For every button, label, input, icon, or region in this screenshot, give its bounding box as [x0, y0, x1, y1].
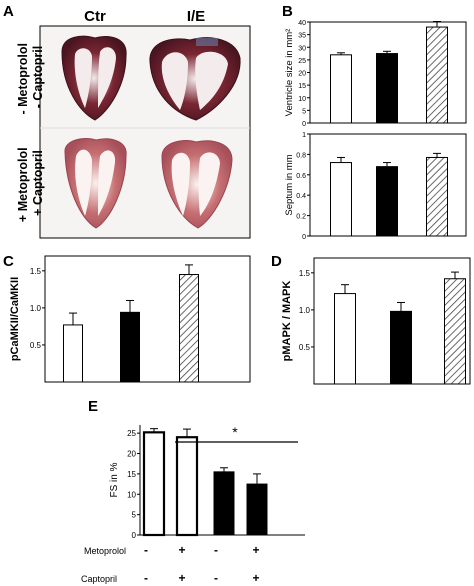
panel-letter-b: B	[282, 3, 293, 20]
heart-ie-treated	[161, 140, 233, 229]
plot-frame	[44, 255, 251, 383]
row-label-captopril: Captopril	[81, 574, 117, 584]
y-tick-label: 0.4	[296, 193, 306, 200]
bar	[376, 53, 398, 124]
y-tick-label: 25	[298, 58, 306, 65]
y-axis-label: Ventricle size in mm²	[284, 29, 295, 117]
captopril-sign: +	[252, 571, 259, 585]
panel-letter-c: C	[3, 253, 14, 270]
row-label-metoprolol: Metoprolol	[84, 546, 126, 556]
captopril-sign: +	[178, 571, 185, 585]
y-tick-label: 20	[298, 71, 306, 78]
heart-ctr-untreated	[61, 35, 127, 121]
metoprolol-sign: -	[144, 543, 148, 557]
col-label-ie: I/E	[187, 8, 205, 25]
y-tick-label: 0.2	[296, 214, 306, 221]
y-tick-label: 0.5	[299, 343, 311, 352]
bar	[213, 471, 235, 536]
y-tick-label: 15	[127, 470, 136, 479]
y-tick-label: 5	[302, 108, 306, 115]
y-tick-label: 15	[298, 83, 306, 90]
bar	[330, 54, 352, 124]
bar	[444, 278, 466, 385]
y-axis-label: Septum in mm	[284, 154, 295, 215]
bar	[246, 483, 268, 536]
bar	[426, 156, 448, 237]
treatment-signs: - + - + - + - +	[144, 543, 260, 585]
bar	[334, 293, 356, 385]
metoprolol-sign: +	[178, 543, 185, 557]
chart-fractional-shortening: 0 5 10 15 20 25 FS in %	[109, 425, 305, 540]
chart-pmapk: 0.5 1.0 1.5 pMAPK / MAPK	[281, 257, 471, 385]
y-tick-label: 1.5	[30, 267, 42, 276]
row-label-top: - Metoprolol - Captopril	[16, 40, 45, 115]
metoprolol-sign: +	[252, 543, 259, 557]
panel-letter-e: E	[88, 398, 98, 415]
y-tick-label: 1.0	[299, 306, 311, 315]
bar	[142, 431, 166, 537]
y-tick-label: 10	[127, 490, 136, 499]
y-axis-label: pCaMKII/CaMKII	[9, 277, 21, 361]
bar	[426, 26, 448, 124]
chart-pcamkii: 0.5 1.0 1.5 pCaMKII/CaMKII	[9, 255, 251, 383]
y-tick-label: 25	[127, 429, 136, 438]
y-axis-label: FS in %	[109, 462, 120, 497]
chart-septum: 0 0.2 0.4 0.6 0.8 1 Septum in mm	[284, 132, 467, 241]
panel-letter-a: A	[3, 3, 14, 20]
y-tick-label: 20	[127, 450, 136, 459]
bar	[390, 310, 412, 385]
bar	[179, 274, 199, 383]
bar	[120, 311, 140, 383]
bar	[175, 436, 199, 537]
y-tick-label: 40	[298, 20, 306, 27]
y-tick-label: 0	[302, 121, 306, 128]
y-tick-label: 30	[298, 45, 306, 52]
y-tick-label: 1	[302, 132, 306, 139]
bar	[63, 324, 83, 383]
bar	[330, 162, 352, 237]
y-tick-label: 10	[298, 96, 306, 103]
y-tick-label: 0.6	[296, 173, 306, 180]
y-tick-label: 0	[302, 234, 306, 241]
bar	[376, 166, 398, 237]
heart-ctr-treated	[64, 138, 127, 229]
captopril-sign: -	[144, 571, 148, 585]
y-tick-label: 35	[298, 33, 306, 40]
significance-star: *	[232, 424, 238, 440]
y-tick-label: 1.0	[30, 304, 42, 313]
heart-ie-untreated	[149, 37, 241, 121]
captopril-sign: -	[214, 571, 218, 585]
col-label-ctr: Ctr	[84, 8, 106, 25]
panel-letter-d: D	[271, 253, 282, 270]
panel-a-histology: Ctr I/E - Metoprolol - Captopril + Metop…	[16, 8, 251, 239]
y-tick-label: 0.5	[30, 341, 42, 350]
y-tick-label: 5	[132, 511, 137, 520]
y-tick-label: 1.5	[299, 269, 311, 278]
y-axis-label: pMAPK / MAPK	[281, 281, 293, 362]
metoprolol-sign: -	[214, 543, 218, 557]
y-tick-label: 0.8	[296, 152, 306, 159]
row-label-bottom: + Metoprolol + Captopril	[16, 144, 45, 222]
y-tick-label: 0	[132, 531, 137, 540]
